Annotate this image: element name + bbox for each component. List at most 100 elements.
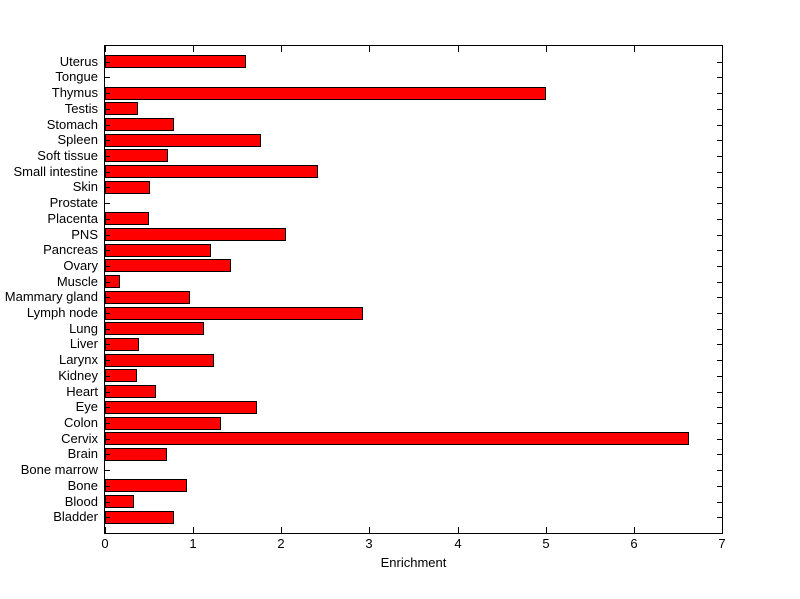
y-tick	[105, 454, 110, 455]
category-label: Larynx	[58, 352, 98, 367]
x-tick	[281, 527, 282, 533]
y-tick	[105, 313, 110, 314]
y-tick	[105, 407, 110, 408]
plot-area	[104, 45, 723, 534]
bar-colon	[105, 417, 221, 430]
category-label: Uterus	[59, 54, 98, 69]
x-tick	[193, 527, 194, 533]
y-tick	[717, 360, 722, 361]
y-tick	[717, 486, 722, 487]
x-tick	[369, 527, 370, 533]
x-tick-label: 1	[189, 536, 197, 551]
bar-liver	[105, 338, 139, 351]
category-label: Heart	[66, 384, 98, 399]
category-label: Liver	[69, 336, 98, 351]
bar-bladder	[105, 511, 174, 524]
y-tick	[105, 109, 110, 110]
bar-larynx	[105, 354, 214, 367]
y-tick	[717, 156, 722, 157]
bar-bone	[105, 479, 187, 492]
y-tick	[105, 376, 110, 377]
category-label: Stomach	[46, 117, 98, 132]
category-label: Colon	[64, 415, 98, 430]
y-tick	[717, 93, 722, 94]
y-tick	[105, 423, 110, 424]
y-tick	[717, 140, 722, 141]
x-tick	[722, 46, 723, 52]
y-tick	[717, 187, 722, 188]
x-tick	[281, 46, 282, 52]
y-tick	[717, 439, 722, 440]
category-label: Skin	[72, 179, 98, 194]
bar-brain	[105, 448, 167, 461]
category-label: Prostate	[49, 195, 98, 210]
x-tick	[546, 527, 547, 533]
bar-lymph-node	[105, 307, 363, 320]
y-tick	[105, 360, 110, 361]
y-tick	[105, 187, 110, 188]
y-tick	[717, 517, 722, 518]
bar-soft-tissue	[105, 149, 168, 162]
bar-uterus	[105, 55, 246, 68]
y-tick	[717, 62, 722, 63]
y-tick	[717, 423, 722, 424]
category-label: Tongue	[55, 69, 98, 84]
category-label: Thymus	[51, 85, 98, 100]
y-tick	[717, 313, 722, 314]
y-tick	[717, 219, 722, 220]
category-label: Small intestine	[13, 164, 98, 179]
y-tick	[105, 502, 110, 503]
y-tick	[105, 77, 110, 78]
y-tick	[717, 77, 722, 78]
x-tick	[722, 527, 723, 533]
bar-blood	[105, 495, 134, 508]
y-tick	[717, 250, 722, 251]
category-label: Muscle	[56, 274, 98, 289]
y-tick	[717, 172, 722, 173]
bar-muscle	[105, 275, 120, 288]
x-tick-label: 7	[718, 536, 726, 551]
x-tick	[458, 46, 459, 52]
x-tick	[193, 46, 194, 52]
bar-spleen	[105, 134, 261, 147]
y-tick	[717, 502, 722, 503]
y-tick	[105, 392, 110, 393]
y-tick	[717, 203, 722, 204]
y-tick	[105, 250, 110, 251]
category-label: Placenta	[47, 211, 98, 226]
x-axis-title: Enrichment	[380, 555, 447, 570]
x-tick-label: 6	[630, 536, 638, 551]
category-label: Kidney	[58, 368, 98, 383]
y-tick	[717, 125, 722, 126]
category-label: Ovary	[63, 258, 98, 273]
y-tick	[717, 109, 722, 110]
bar-eye	[105, 401, 257, 414]
x-axis-tick-labels: 0 1 2 3 4 5 6 7	[101, 536, 725, 553]
y-tick	[105, 486, 110, 487]
x-tick-label: 2	[277, 536, 285, 551]
y-tick	[105, 235, 110, 236]
category-label: Mammary gland	[4, 289, 98, 304]
y-tick	[717, 235, 722, 236]
x-tick-label: 5	[542, 536, 550, 551]
bar-ovary	[105, 259, 231, 272]
y-tick	[105, 344, 110, 345]
y-tick	[717, 266, 722, 267]
y-tick	[105, 439, 110, 440]
x-tick	[105, 46, 106, 52]
y-tick	[105, 140, 110, 141]
y-tick	[105, 517, 110, 518]
category-label: Spleen	[57, 132, 98, 147]
bar-kidney	[105, 369, 137, 382]
bar-stomach	[105, 118, 174, 131]
x-tick	[369, 46, 370, 52]
bar-skin	[105, 181, 150, 194]
x-tick	[634, 527, 635, 533]
y-tick	[105, 156, 110, 157]
y-tick	[105, 93, 110, 94]
category-label: Blood	[64, 494, 98, 509]
y-tick	[105, 125, 110, 126]
bar-lung	[105, 322, 204, 335]
y-tick	[717, 282, 722, 283]
